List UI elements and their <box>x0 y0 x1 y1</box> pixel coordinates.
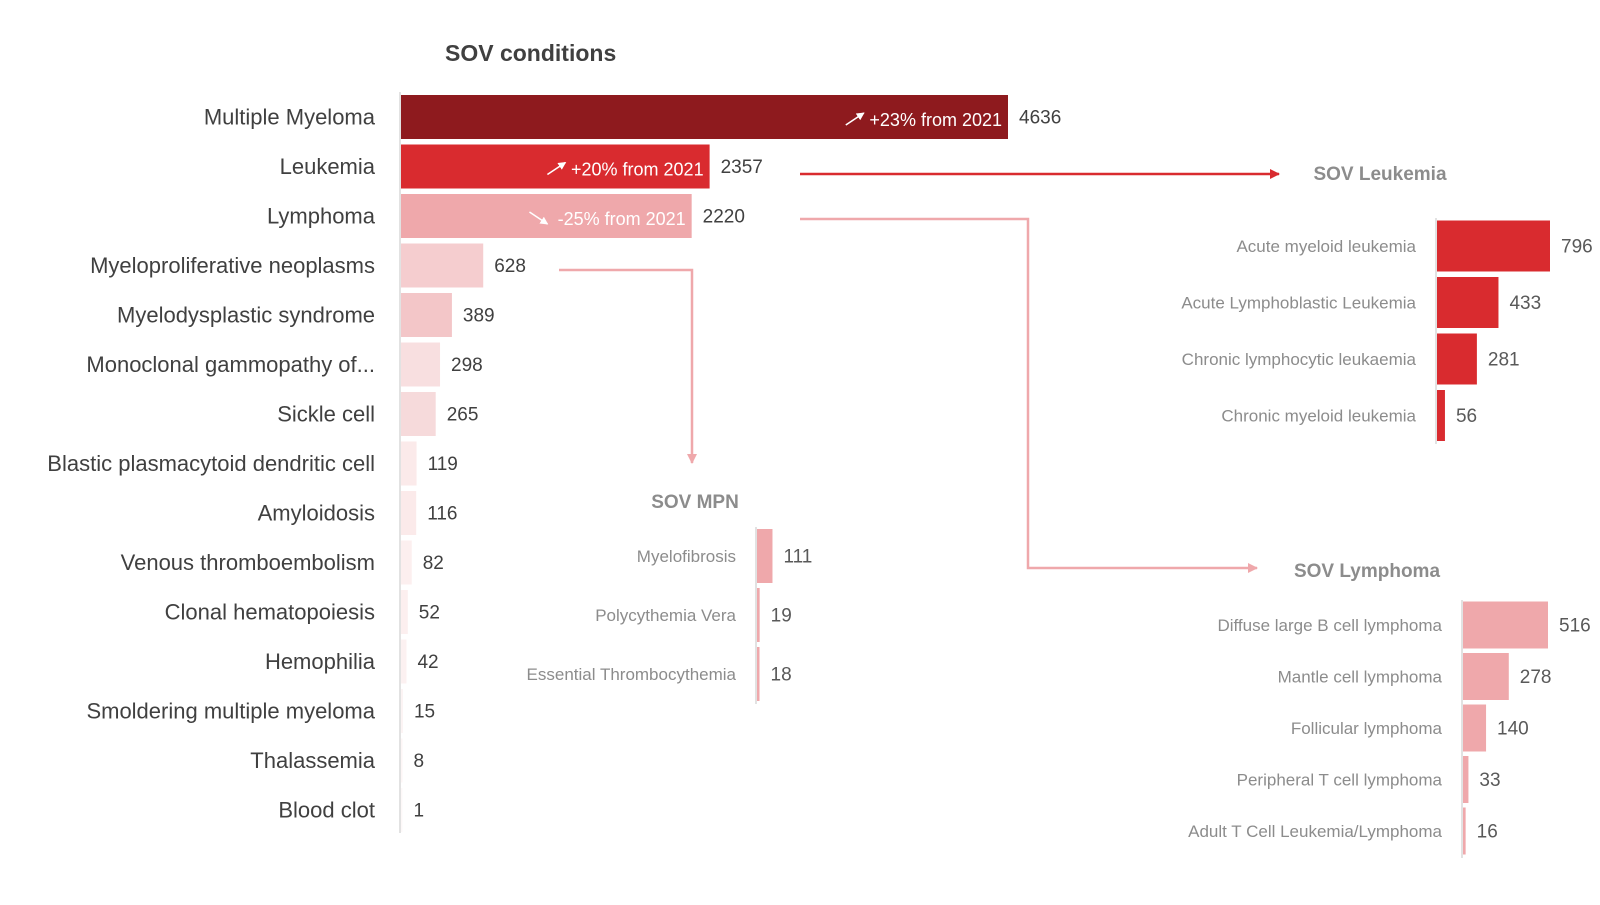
category-label-acute-myeloid-leukemia: Acute myeloid leukemia <box>1236 237 1416 256</box>
bar-multiple-myeloma <box>401 95 1008 139</box>
bar-myelofibrosis <box>757 529 773 583</box>
category-label-adult-t-cell-leukemia-lymphoma: Adult T Cell Leukemia/Lymphoma <box>1188 822 1442 841</box>
trend-annotation-multiple-myeloma: +23% from 2021 <box>869 110 1002 130</box>
category-label-acute-lymphoblastic-leukemia: Acute Lymphoblastic Leukemia <box>1181 293 1416 312</box>
category-label-monoclonal-gammopathy-of: Monoclonal gammopathy of... <box>86 352 375 377</box>
category-label-lymphoma: Lymphoma <box>267 204 376 229</box>
value-label-peripheral-t-cell-lymphoma: 33 <box>1479 770 1500 791</box>
bar-lymphoma <box>401 194 692 238</box>
trend-annotation-lymphoma: -25% from 2021 <box>558 209 686 229</box>
value-label-sickle-cell: 265 <box>447 405 479 426</box>
mpn-chart: SOV MPN Myelofibrosis 111 Polycythemia Vera… <box>527 492 812 704</box>
chart-title-main: SOV conditions <box>445 40 616 66</box>
category-label-chronic-myeloid-leukemia: Chronic myeloid leukemia <box>1221 406 1416 425</box>
trend-down-icon-lymphoma <box>529 211 549 225</box>
value-label-polycythemia-vera: 19 <box>771 606 792 627</box>
value-label-myelodysplastic-syndrome: 389 <box>463 306 495 327</box>
category-label-follicular-lymphoma: Follicular lymphoma <box>1291 719 1443 738</box>
bar-sickle-cell <box>401 392 436 436</box>
category-label-hemophilia: Hemophilia <box>265 649 376 674</box>
bar-polycythemia-vera <box>757 588 760 642</box>
value-label-hemophilia: 42 <box>417 652 438 673</box>
bar-acute-myeloid-leukemia <box>1437 220 1550 272</box>
category-label-myelofibrosis: Myelofibrosis <box>637 547 736 566</box>
chart-title-mpn: SOV MPN <box>651 492 739 513</box>
category-label-leukemia: Leukemia <box>280 154 376 179</box>
category-label-smoldering-multiple-myeloma: Smoldering multiple myeloma <box>86 699 375 724</box>
bar-myeloproliferative-neoplasms <box>401 243 484 288</box>
chart-title-lymphoma: SOV Lymphoma <box>1294 561 1440 582</box>
bar-acute-lymphoblastic-leukemia <box>1437 277 1499 328</box>
bar-amyloidosis <box>401 491 417 535</box>
value-label-acute-lymphoblastic-leukemia: 433 <box>1509 293 1541 314</box>
category-label-multiple-myeloma: Multiple Myeloma <box>204 105 376 130</box>
value-label-blood-clot: 1 <box>414 801 425 822</box>
bar-blood-clot <box>401 788 403 832</box>
category-label-peripheral-t-cell-lymphoma: Peripheral T cell lymphoma <box>1237 770 1443 789</box>
value-label-chronic-lymphocytic-leukaemia: 281 <box>1488 350 1520 371</box>
value-label-essential-thrombocythemia: 18 <box>771 665 792 686</box>
category-label-essential-thrombocythemia: Essential Thrombocythemia <box>527 665 737 684</box>
category-label-blood-clot: Blood clot <box>278 798 375 823</box>
trend-annotation-leukemia: +20% from 2021 <box>571 160 704 180</box>
bar-follicular-lymphoma <box>1463 704 1487 752</box>
category-label-polycythemia-vera: Polycythemia Vera <box>595 606 736 625</box>
value-label-adult-t-cell-leukemia-lymphoma: 16 <box>1477 822 1498 843</box>
category-label-venous-thromboembolism: Venous thromboembolism <box>121 550 375 575</box>
value-label-follicular-lymphoma: 140 <box>1497 719 1529 740</box>
value-label-mantle-cell-lymphoma: 278 <box>1520 667 1552 688</box>
trend-up-icon-multiple-myeloma <box>845 112 865 126</box>
lymphoma-chart: SOV Lymphoma Diffuse large B cell lymphom… <box>1188 561 1591 858</box>
value-label-venous-thromboembolism: 82 <box>423 553 444 574</box>
main-chart: SOV conditions Multiple Myeloma 4636 Leukem… <box>47 40 1061 833</box>
category-label-thalassemia: Thalassemia <box>250 748 375 773</box>
value-label-diffuse-large-b-cell-lymphoma: 516 <box>1559 616 1591 637</box>
leukemia-chart: SOV Leukemia Acute myeloid leukemia 796 Acu… <box>1181 164 1593 444</box>
category-label-amyloidosis: Amyloidosis <box>258 501 375 526</box>
bar-diffuse-large-b-cell-lymphoma <box>1463 601 1548 649</box>
category-label-mantle-cell-lymphoma: Mantle cell lymphoma <box>1278 667 1443 686</box>
trend-up-icon-leukemia <box>546 161 567 176</box>
category-label-chronic-lymphocytic-leukaemia: Chronic lymphocytic leukaemia <box>1182 350 1417 369</box>
value-label-chronic-myeloid-leukemia: 56 <box>1456 406 1477 427</box>
value-label-smoldering-multiple-myeloma: 15 <box>414 702 435 723</box>
bar-myelodysplastic-syndrome <box>401 293 452 337</box>
value-label-myelofibrosis: 111 <box>783 547 812 568</box>
value-label-myeloproliferative-neoplasms: 628 <box>494 256 526 277</box>
bar-chronic-myeloid-leukemia <box>1437 390 1445 441</box>
value-label-lymphoma: 2220 <box>703 207 745 228</box>
chart-title-leukemia: SOV Leukemia <box>1313 164 1446 185</box>
bar-hemophilia <box>401 639 407 684</box>
value-label-blastic-plasmacytoid-dendritic-cell: 119 <box>428 454 458 475</box>
value-label-thalassemia: 8 <box>414 751 425 772</box>
bar-clonal-hematopoiesis <box>401 590 408 634</box>
connector-lymphoma-arrow <box>800 217 1258 573</box>
value-label-multiple-myeloma: 4636 <box>1019 108 1061 129</box>
value-label-acute-myeloid-leukemia: 796 <box>1561 237 1593 258</box>
category-label-diffuse-large-b-cell-lymphoma: Diffuse large B cell lymphoma <box>1217 616 1442 635</box>
value-label-clonal-hematopoiesis: 52 <box>419 603 440 624</box>
bar-mantle-cell-lymphoma <box>1463 653 1509 700</box>
bar-smoldering-multiple-myeloma <box>401 689 403 733</box>
connector-mpn-arrow <box>559 268 697 464</box>
bar-venous-thromboembolism <box>401 540 412 585</box>
category-label-clonal-hematopoiesis: Clonal hematopoiesis <box>165 600 375 625</box>
bar-blastic-plasmacytoid-dendritic-cell <box>401 441 417 486</box>
bar-adult-t-cell-leukemia-lymphoma <box>1463 807 1466 855</box>
category-label-blastic-plasmacytoid-dendritic-cell: Blastic plasmacytoid dendritic cell <box>47 451 375 476</box>
bar-peripheral-t-cell-lymphoma <box>1463 756 1469 803</box>
value-label-monoclonal-gammopathy-of: 298 <box>451 355 483 376</box>
category-label-myelodysplastic-syndrome: Myelodysplastic syndrome <box>117 303 375 328</box>
category-label-sickle-cell: Sickle cell <box>277 402 375 427</box>
bar-monoclonal-gammopathy-of <box>401 342 441 387</box>
category-label-myeloproliferative-neoplasms: Myeloproliferative neoplasms <box>90 253 375 278</box>
bar-essential-thrombocythemia <box>757 647 760 701</box>
bar-chronic-lymphocytic-leukaemia <box>1437 333 1477 385</box>
bar-thalassemia <box>401 738 403 783</box>
value-label-leukemia: 2357 <box>721 157 763 178</box>
bar-leukemia <box>401 144 710 189</box>
value-label-amyloidosis: 116 <box>427 504 457 525</box>
